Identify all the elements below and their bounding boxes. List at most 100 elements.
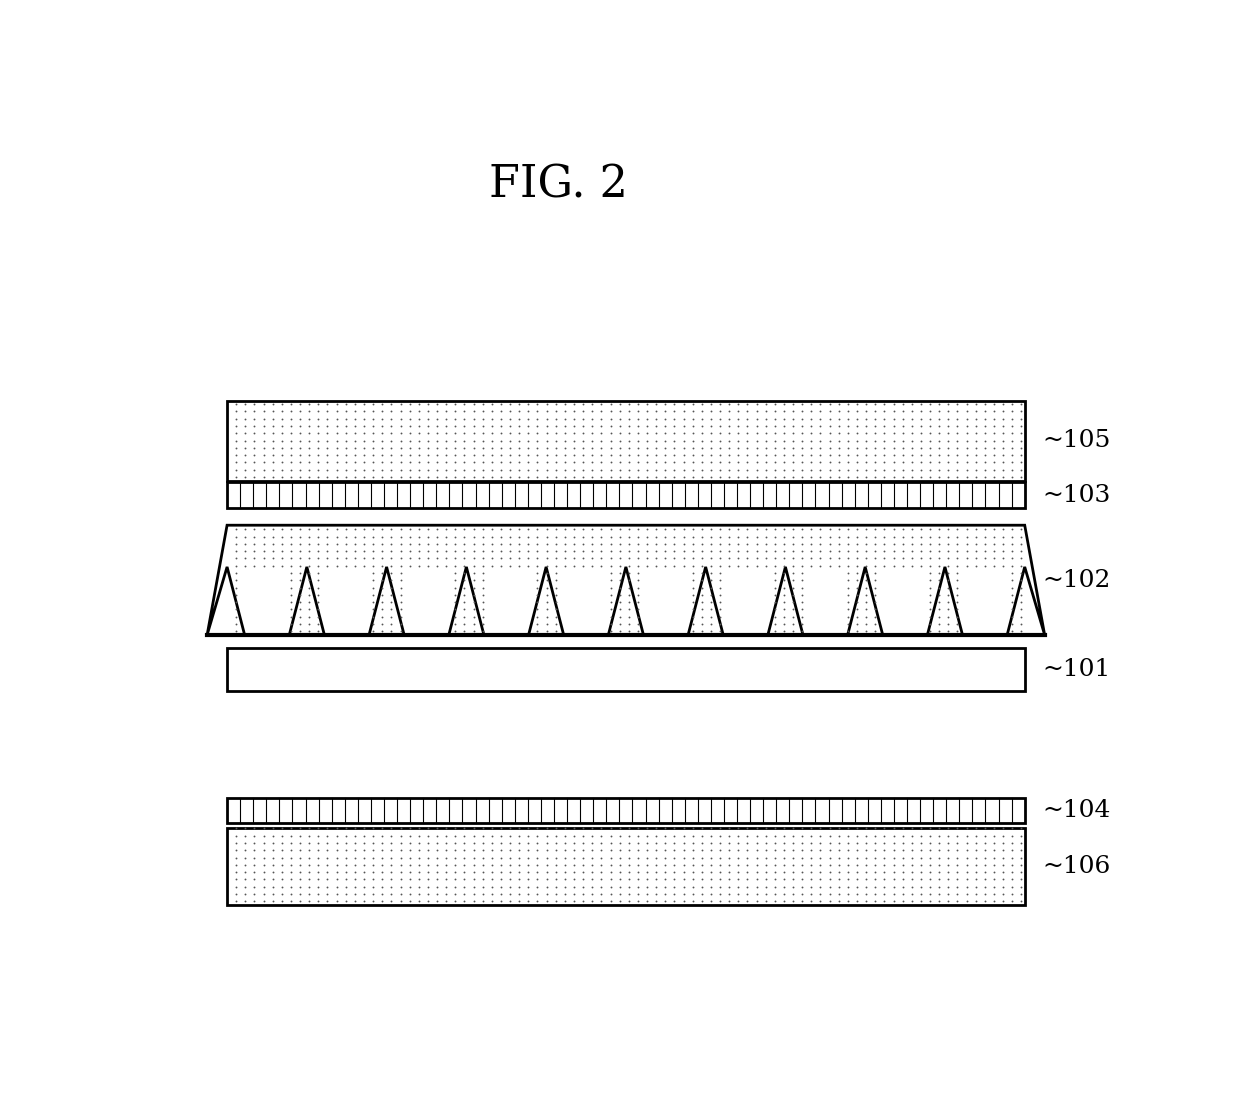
Point [409, 521, 429, 539]
Point [911, 417, 931, 435]
Point [627, 864, 647, 881]
Point [399, 550, 419, 568]
Point [372, 432, 392, 450]
Point [646, 417, 666, 435]
Point [665, 542, 684, 560]
Point [847, 878, 867, 896]
Point [874, 841, 894, 859]
Point [436, 439, 456, 456]
Point [573, 410, 593, 427]
Point [656, 446, 676, 464]
Point [985, 403, 1004, 421]
Point [464, 593, 484, 611]
Point [893, 556, 913, 574]
Point [537, 410, 557, 427]
Point [756, 827, 776, 845]
Point [966, 521, 986, 539]
Point [345, 461, 365, 479]
Point [656, 834, 676, 851]
Point [355, 432, 374, 450]
Point [683, 535, 703, 553]
Point [583, 410, 603, 427]
Point [299, 571, 319, 589]
Point [382, 446, 402, 464]
Point [746, 556, 766, 574]
Point [464, 608, 484, 626]
Point [382, 439, 402, 456]
Point [556, 893, 575, 910]
Point [966, 403, 986, 421]
Point [290, 593, 310, 611]
Point [939, 893, 959, 910]
Point [993, 834, 1013, 851]
Point [966, 439, 986, 456]
Point [317, 424, 337, 442]
Point [874, 395, 894, 413]
Point [355, 424, 374, 442]
Point [418, 417, 438, 435]
Point [838, 535, 858, 553]
Point [355, 834, 374, 851]
Point [828, 542, 848, 560]
Point [619, 870, 639, 888]
Point [610, 893, 630, 910]
Point [719, 535, 739, 553]
Point [637, 410, 657, 427]
Point [719, 893, 739, 910]
Point [738, 550, 758, 568]
Point [947, 564, 967, 582]
Point [874, 885, 894, 903]
Point [856, 819, 875, 837]
Point [363, 432, 383, 450]
Point [774, 461, 794, 479]
Point [491, 446, 511, 464]
Point [336, 417, 356, 435]
Point [491, 864, 511, 881]
Point [482, 403, 502, 421]
Point [399, 834, 419, 851]
Point [637, 542, 657, 560]
Point [746, 550, 766, 568]
Point [701, 885, 720, 903]
Point [600, 848, 620, 866]
Point [746, 819, 766, 837]
Point [317, 446, 337, 464]
Point [372, 848, 392, 866]
Point [627, 878, 647, 896]
Point [985, 856, 1004, 874]
Point [418, 453, 438, 471]
Point [226, 593, 246, 611]
Point [847, 542, 867, 560]
Point [518, 469, 538, 486]
Point [874, 432, 894, 450]
Point [947, 601, 967, 619]
Point [355, 856, 374, 874]
Point [500, 439, 520, 456]
Point [236, 878, 255, 896]
Point [711, 469, 730, 486]
Point [701, 622, 720, 640]
Point [573, 461, 593, 479]
Point [847, 550, 867, 568]
Point [619, 446, 639, 464]
Point [382, 535, 402, 553]
Point [756, 417, 776, 435]
Point [399, 446, 419, 464]
Point [929, 439, 949, 456]
Point [345, 864, 365, 881]
Point [537, 893, 557, 910]
Point [472, 819, 492, 837]
Point [820, 535, 839, 553]
Point [947, 870, 967, 888]
Point [445, 622, 465, 640]
Point [893, 432, 913, 450]
Point [281, 521, 301, 539]
Point [326, 439, 346, 456]
Point [711, 827, 730, 845]
Point [838, 446, 858, 464]
Point [382, 469, 402, 486]
Point [263, 856, 283, 874]
Point [436, 893, 456, 910]
Point [345, 848, 365, 866]
Point [445, 439, 465, 456]
